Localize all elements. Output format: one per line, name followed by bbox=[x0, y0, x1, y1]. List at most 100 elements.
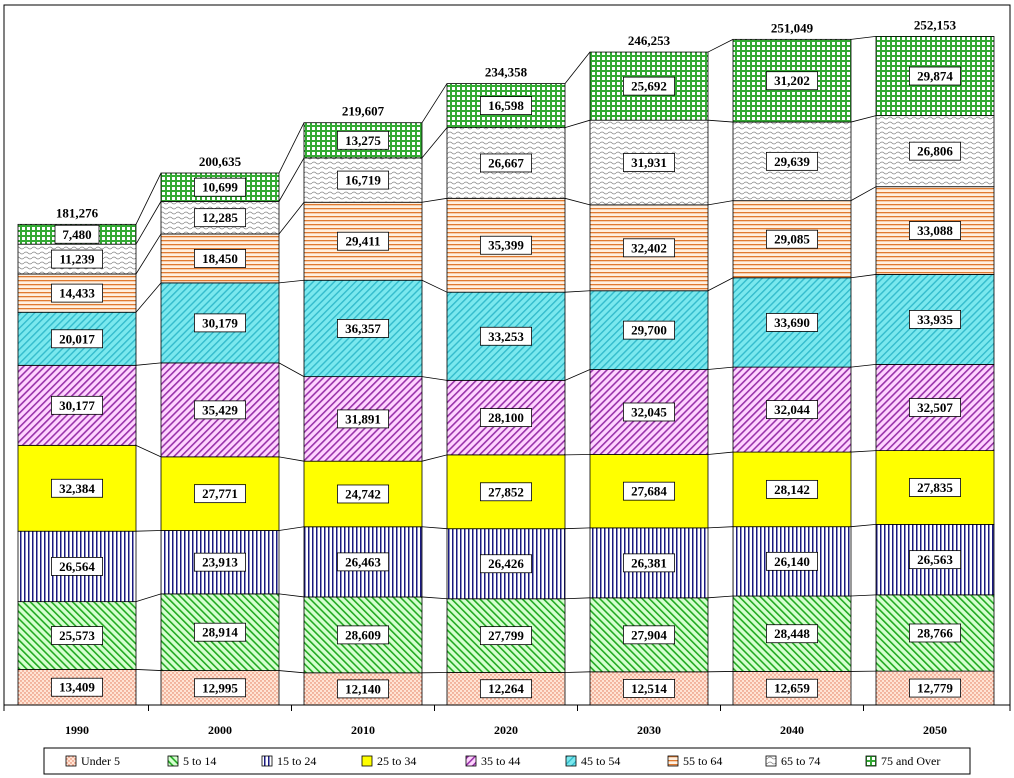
value-label-45-to-54-1990: 20,017 bbox=[59, 331, 95, 346]
connector-line bbox=[564, 290, 591, 293]
value-label-box bbox=[193, 313, 246, 333]
legend-label-under-5: Under 5 bbox=[81, 754, 120, 768]
value-label-box bbox=[623, 553, 676, 573]
connector-line bbox=[850, 524, 877, 528]
value-label-box bbox=[766, 551, 819, 571]
connector-line bbox=[850, 274, 877, 279]
connector-lines bbox=[135, 36, 877, 674]
value-label-15-to-24-2000: 23,913 bbox=[202, 555, 238, 570]
connector-line bbox=[564, 51, 591, 84]
value-label-65-to-74-2010: 16,719 bbox=[345, 173, 381, 188]
value-label-box bbox=[623, 76, 676, 96]
connector-line bbox=[707, 451, 734, 455]
legend-box bbox=[43, 747, 971, 775]
value-label-box bbox=[623, 625, 676, 645]
value-label-box bbox=[766, 624, 819, 644]
value-label-box bbox=[193, 678, 246, 698]
connector-line bbox=[278, 670, 305, 674]
legend-label-15-to-24: 15 to 24 bbox=[277, 754, 316, 768]
value-label-under-5-2040: 12,659 bbox=[774, 681, 810, 696]
value-label-box bbox=[623, 238, 676, 258]
connector-line bbox=[707, 526, 734, 529]
value-label-15-to-24-1990: 26,564 bbox=[59, 559, 95, 574]
value-label-45-to-54-2010: 36,357 bbox=[345, 321, 381, 336]
value-label-25-to-34-1990: 32,384 bbox=[59, 481, 95, 496]
value-label-25-to-34-2020: 27,852 bbox=[488, 484, 524, 499]
connector-line bbox=[135, 282, 162, 313]
connector-line bbox=[850, 36, 877, 40]
value-label-45-to-54-2050: 33,935 bbox=[917, 312, 953, 327]
x-tick-label-2040: 2040 bbox=[780, 723, 804, 737]
connector-line bbox=[421, 526, 448, 530]
total-label-2020: 234,358 bbox=[485, 65, 528, 80]
legend-swatch-5-to-14 bbox=[167, 755, 179, 767]
value-label-35-to-44-2030: 32,045 bbox=[631, 404, 667, 419]
value-label-box bbox=[909, 398, 962, 417]
value-label-box bbox=[193, 622, 246, 642]
connector-line bbox=[278, 201, 305, 235]
value-label-25-to-34-2000: 27,771 bbox=[202, 486, 238, 501]
legend-swatch-55-to-64 bbox=[667, 755, 679, 767]
value-label-box bbox=[766, 479, 819, 499]
value-label-box bbox=[766, 151, 819, 171]
value-label-35-to-44-2010: 31,891 bbox=[345, 411, 381, 426]
connector-line bbox=[707, 277, 734, 292]
connector-line bbox=[135, 669, 162, 671]
value-label-55-to-64-2010: 29,411 bbox=[345, 234, 380, 249]
value-label-box bbox=[336, 484, 389, 504]
value-label-box bbox=[193, 208, 246, 228]
value-label-under-5-2030: 12,514 bbox=[631, 681, 667, 696]
value-label-15-to-24-2040: 26,140 bbox=[774, 554, 810, 569]
value-label-55-to-64-2040: 29,085 bbox=[774, 232, 810, 247]
connector-line bbox=[850, 364, 877, 368]
value-label-box bbox=[766, 229, 819, 249]
value-label-box bbox=[479, 96, 532, 116]
value-label-under-5-2020: 12,264 bbox=[488, 681, 524, 696]
total-label-2050: 252,153 bbox=[914, 17, 957, 32]
value-label-35-to-44-1990: 30,177 bbox=[59, 398, 95, 413]
value-label-box bbox=[479, 482, 532, 502]
value-label-box bbox=[193, 249, 246, 268]
value-label-box bbox=[336, 625, 389, 645]
value-label-box bbox=[336, 170, 389, 190]
connector-line bbox=[564, 527, 591, 530]
value-label-box bbox=[909, 678, 962, 698]
connector-line bbox=[135, 530, 162, 532]
connector-line bbox=[135, 593, 162, 603]
value-label-65-to-74-2050: 26,806 bbox=[917, 144, 953, 159]
value-label-box bbox=[909, 221, 962, 240]
value-label-45-to-54-2020: 33,253 bbox=[488, 329, 524, 344]
value-label-box bbox=[766, 313, 819, 332]
connector-line bbox=[278, 526, 305, 531]
legend-swatch-45-to-54 bbox=[565, 755, 577, 767]
connector-line bbox=[564, 671, 591, 673]
legend-label-75-and-over: 75 and Over bbox=[881, 754, 940, 768]
value-label-25-to-34-2050: 27,835 bbox=[917, 480, 953, 495]
value-label-55-to-64-2050: 33,088 bbox=[917, 223, 953, 238]
value-label-box bbox=[623, 402, 676, 422]
total-label-1990: 181,276 bbox=[56, 205, 99, 220]
connector-line bbox=[421, 376, 448, 381]
value-label-box bbox=[336, 231, 389, 251]
connector-line bbox=[421, 454, 448, 462]
value-label-25-to-34-2040: 28,142 bbox=[774, 482, 810, 497]
value-label-box bbox=[909, 141, 962, 161]
connector-line bbox=[421, 596, 448, 600]
value-label-box bbox=[623, 153, 676, 172]
connector-line bbox=[135, 172, 162, 225]
value-label-5-to-14-2020: 27,799 bbox=[488, 628, 524, 643]
legend-swatch-75-and-over bbox=[865, 755, 877, 767]
x-tick-label-2000: 2000 bbox=[208, 723, 232, 737]
value-label-35-to-44-2000: 35,429 bbox=[202, 402, 238, 417]
value-label-box bbox=[479, 408, 532, 427]
value-labels: 13,409 25,573 26,564 32,384 30,177 20,017 14,4… bbox=[51, 66, 962, 699]
value-label-box bbox=[51, 283, 104, 303]
value-label-35-to-44-2050: 32,507 bbox=[917, 400, 953, 415]
connector-line bbox=[421, 127, 448, 159]
value-label-5-to-14-2010: 28,609 bbox=[345, 627, 381, 642]
value-label-box bbox=[336, 319, 389, 338]
value-label-box bbox=[909, 623, 962, 643]
total-label-2000: 200,635 bbox=[199, 154, 242, 169]
x-tick-label-2020: 2020 bbox=[494, 723, 518, 737]
